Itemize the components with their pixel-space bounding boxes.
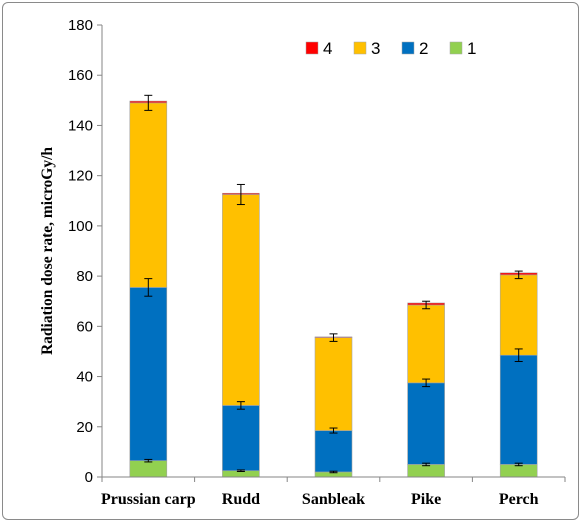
y-axis-title: Radiation dose rate, microGy/h xyxy=(39,147,56,355)
y-tick-label: 60 xyxy=(76,318,93,335)
bar-sanbleak-series-2 xyxy=(314,430,353,473)
legend-swatch-series-1 xyxy=(449,41,463,55)
legend-swatch-series-2 xyxy=(401,41,415,55)
y-tick-label: 40 xyxy=(76,369,93,386)
legend-label-series-3: 3 xyxy=(371,39,380,58)
bar-rudd-series-3 xyxy=(222,194,260,406)
bars-layer xyxy=(129,100,538,478)
bar-sanbleak-series-3 xyxy=(314,337,353,431)
y-tick-labels: 0 20 40 60 80 100 120 140 160 180 xyxy=(68,17,93,486)
x-tick-label: Perch xyxy=(499,491,539,508)
bar-pike-series-3 xyxy=(407,304,445,384)
legend-label-series-1: 1 xyxy=(467,39,476,58)
bar-prussian-carp-series-2 xyxy=(129,287,168,461)
bar-prussian-carp-series-1 xyxy=(129,460,168,478)
bar-rudd-series-2 xyxy=(222,405,260,472)
legend-swatch-series-4 xyxy=(305,41,319,55)
y-tick-label: 120 xyxy=(68,168,93,185)
x-tick-label: Prussian carp xyxy=(101,491,196,508)
bar-pike-series-1 xyxy=(407,464,445,478)
y-tick-label: 20 xyxy=(76,419,93,436)
y-tick-label: 0 xyxy=(85,469,93,486)
bar-prussian-carp-series-3 xyxy=(129,102,168,288)
bar-perch-series-3 xyxy=(499,274,538,356)
axes-layer xyxy=(97,24,566,482)
legend-label-series-2: 2 xyxy=(419,39,428,58)
bar-perch-series-1 xyxy=(499,464,538,478)
x-tick-label: Pike xyxy=(411,491,441,508)
legend: 4 3 2 1 xyxy=(305,39,476,58)
y-tick-label: 180 xyxy=(68,17,93,34)
error-bars-layer xyxy=(144,94,523,474)
x-tick-label: Sanbleak xyxy=(302,491,365,508)
bar-perch-series-2 xyxy=(499,354,538,465)
chart-frame xyxy=(2,2,579,520)
y-tick-label: 100 xyxy=(68,218,93,235)
legend-swatch-series-3 xyxy=(353,41,367,55)
y-tick-label: 80 xyxy=(76,268,93,285)
x-tick-label: Rudd xyxy=(222,491,260,508)
legend-label-series-4: 4 xyxy=(323,39,332,58)
y-tick-label: 140 xyxy=(68,117,93,134)
bar-pike-series-2 xyxy=(407,382,445,465)
y-tick-label: 160 xyxy=(68,67,93,84)
x-category-labels: Prussian carp Rudd Sanbleak Pike Perch xyxy=(101,491,539,508)
